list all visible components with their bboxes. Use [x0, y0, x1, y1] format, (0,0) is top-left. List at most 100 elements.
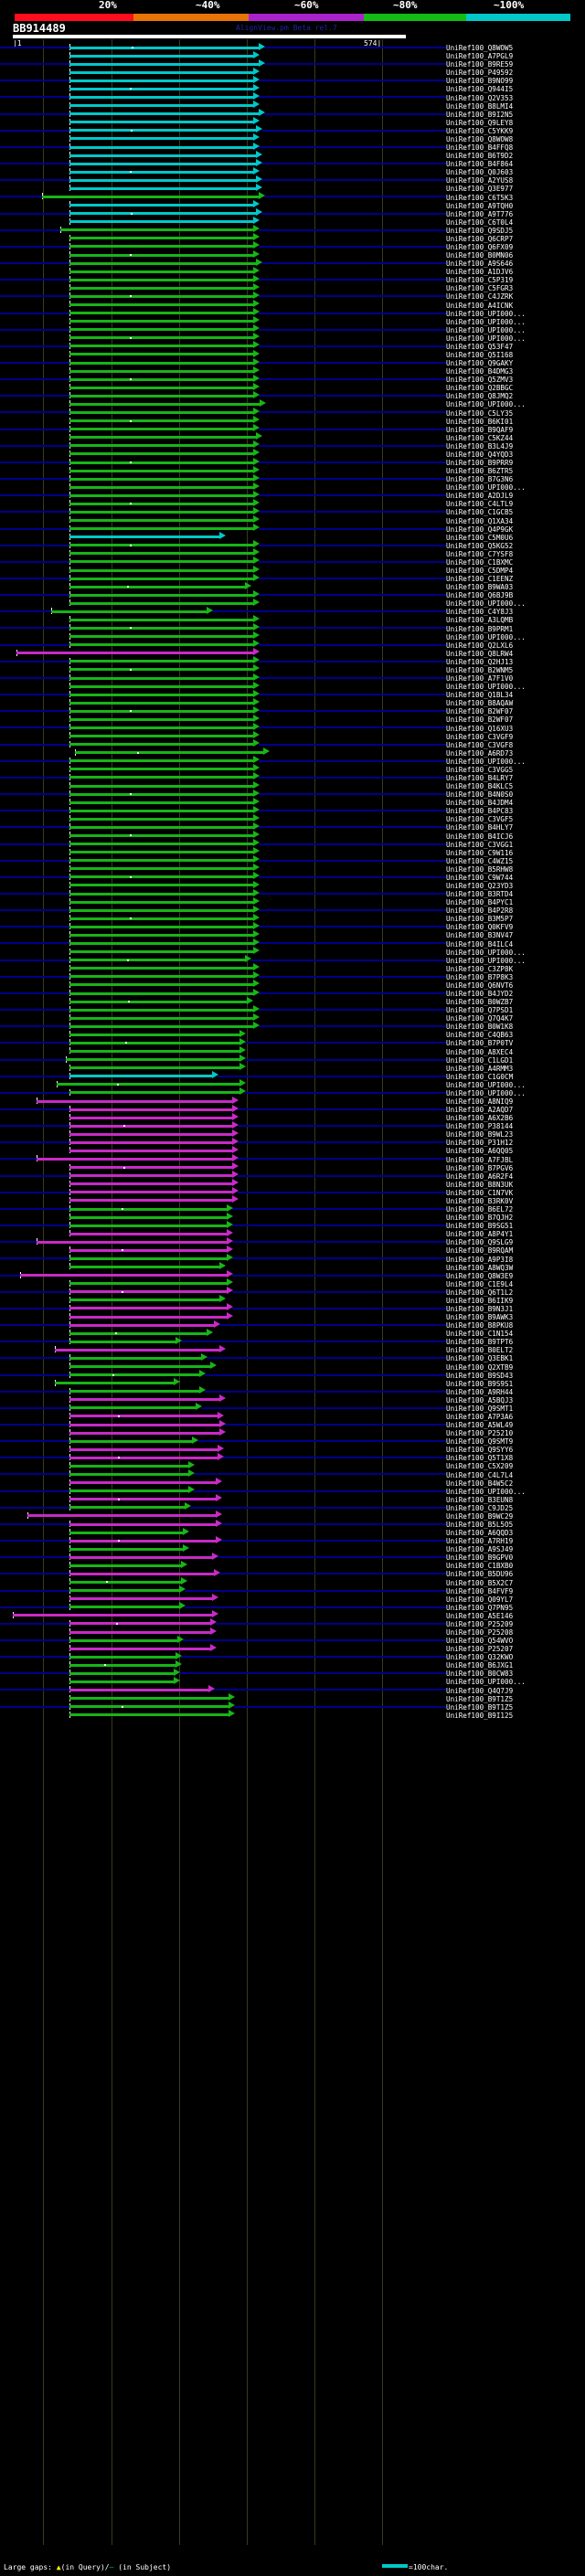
- hit-label[interactable]: UniRef100_Q2XTB9: [446, 1362, 514, 1372]
- hit-label[interactable]: UniRef100_UPI000...: [446, 1678, 526, 1687]
- hit-row[interactable]: UniRef100_Q4YQD3: [0, 449, 585, 459]
- hit-label[interactable]: UniRef100_A7F1V0: [446, 674, 514, 684]
- hit-label[interactable]: UniRef100_A9S646: [446, 260, 514, 269]
- hit-label[interactable]: UniRef100_B3RK0V: [446, 1196, 514, 1205]
- hsp-bar[interactable]: [69, 1232, 227, 1235]
- hit-row[interactable]: UniRef100_C9W744: [0, 872, 585, 882]
- hit-label[interactable]: UniRef100_B9I125: [446, 1711, 514, 1720]
- hsp-bar[interactable]: [69, 1406, 196, 1410]
- hsp-bar[interactable]: [69, 693, 253, 696]
- hsp-bar[interactable]: [27, 1514, 216, 1518]
- hsp-bar[interactable]: [51, 610, 207, 613]
- hsp-bar[interactable]: [69, 1655, 176, 1659]
- hit-row[interactable]: UniRef100_A2DJL9: [0, 490, 585, 500]
- hit-label[interactable]: UniRef100_B5DU96: [446, 1570, 514, 1579]
- hit-row[interactable]: UniRef100_B3EUN8: [0, 1494, 585, 1504]
- hsp-bar[interactable]: [69, 237, 253, 240]
- hit-label[interactable]: UniRef100_A8WQ3W: [446, 1263, 514, 1272]
- hit-row[interactable]: UniRef100_B5DU96: [0, 1568, 585, 1579]
- hsp-bar[interactable]: [69, 361, 253, 365]
- hit-row[interactable]: UniRef100_B3NV47: [0, 929, 585, 939]
- hit-row[interactable]: UniRef100_Q1XA34: [0, 515, 585, 525]
- hit-row[interactable]: UniRef100_Q23YD3: [0, 880, 585, 890]
- hit-label[interactable]: UniRef100_C4L7L4: [446, 1470, 514, 1479]
- hsp-bar[interactable]: [69, 1555, 212, 1559]
- hsp-bar[interactable]: [69, 278, 253, 281]
- hsp-bar[interactable]: [69, 851, 253, 854]
- hit-label[interactable]: UniRef100_B9NO99: [446, 77, 514, 86]
- hsp-bar[interactable]: [69, 1356, 201, 1360]
- hit-row[interactable]: UniRef100_B3RK0V: [0, 1195, 585, 1205]
- hsp-bar[interactable]: [75, 751, 263, 755]
- hit-label[interactable]: UniRef100_A9SJ49: [446, 1545, 514, 1554]
- hit-label[interactable]: UniRef100_Q9GAKY: [446, 359, 514, 368]
- hit-row[interactable]: UniRef100_B4ILC4: [0, 938, 585, 949]
- hit-label[interactable]: UniRef100_A6X2B6: [446, 1114, 514, 1123]
- hit-row[interactable]: UniRef100_Q2BBGC: [0, 382, 585, 392]
- hsp-bar[interactable]: [69, 1473, 188, 1477]
- hit-row[interactable]: UniRef100_B4FFQ8: [0, 142, 585, 153]
- hit-label[interactable]: UniRef100_UPI000...: [446, 334, 526, 343]
- hit-label[interactable]: UniRef100_B9TPT6: [446, 1338, 514, 1347]
- hsp-bar[interactable]: [69, 867, 253, 871]
- hit-row[interactable]: UniRef100_C4QB63: [0, 1029, 585, 1039]
- hit-label[interactable]: UniRef100_P49592: [446, 69, 514, 78]
- hit-label[interactable]: UniRef100_B4ILC4: [446, 939, 514, 949]
- hsp-bar[interactable]: [69, 1705, 229, 1709]
- hit-label[interactable]: UniRef100_A7FJBL: [446, 1155, 514, 1164]
- hit-row[interactable]: UniRef100_B3RTD4: [0, 888, 585, 898]
- hsp-bar[interactable]: [69, 345, 253, 348]
- hit-label[interactable]: UniRef100_A6QQD3: [446, 1529, 514, 1538]
- hit-label[interactable]: UniRef100_C5YKK9: [446, 126, 514, 135]
- hit-row[interactable]: UniRef100_B9I125: [0, 1710, 585, 1720]
- hit-row[interactable]: UniRef100_B6T9D2: [0, 150, 585, 160]
- hit-row[interactable]: UniRef100_C5X209: [0, 1460, 585, 1470]
- hit-label[interactable]: UniRef100_Q9SLG9: [446, 1238, 514, 1247]
- hit-label[interactable]: UniRef100_C9W116: [446, 848, 514, 857]
- hit-label[interactable]: UniRef100_P38144: [446, 1122, 514, 1131]
- hsp-bar[interactable]: [69, 1423, 219, 1426]
- hit-row[interactable]: UniRef100_B4LRY7: [0, 772, 585, 782]
- hit-label[interactable]: UniRef100_Q32KWO: [446, 1653, 514, 1662]
- hit-label[interactable]: UniRef100_B3EUN8: [446, 1495, 514, 1504]
- hit-row[interactable]: UniRef100_B4F864: [0, 158, 585, 169]
- hit-row[interactable]: UniRef100_UPI000...: [0, 1079, 585, 1089]
- hsp-bar[interactable]: [69, 908, 253, 912]
- hit-label[interactable]: UniRef100_B4FFQ8: [446, 143, 514, 153]
- hit-row[interactable]: UniRef100_B2WF07: [0, 705, 585, 716]
- hit-label[interactable]: UniRef100_A6R2F4: [446, 1171, 514, 1181]
- hit-row[interactable]: UniRef100_A8P4Y1: [0, 1228, 585, 1238]
- hit-label[interactable]: UniRef100_Q944I5: [446, 85, 514, 94]
- hsp-bar[interactable]: [69, 1531, 183, 1534]
- hit-label[interactable]: UniRef100_B4W5C2: [446, 1479, 514, 1488]
- hit-label[interactable]: UniRef100_C5KZ44: [446, 433, 514, 442]
- hsp-bar[interactable]: [69, 1622, 210, 1626]
- hit-row[interactable]: UniRef100_B4W5C2: [0, 1478, 585, 1488]
- hsp-bar[interactable]: [69, 1215, 227, 1219]
- hit-row[interactable]: UniRef100_Q8LRW4: [0, 648, 585, 658]
- hsp-bar[interactable]: [69, 975, 253, 979]
- hit-row[interactable]: UniRef100_Q2XTB9: [0, 1362, 585, 1372]
- hit-row[interactable]: UniRef100_P25208: [0, 1627, 585, 1637]
- hit-label[interactable]: UniRef100_B9S9S1: [446, 1379, 514, 1388]
- hit-row[interactable]: UniRef100_A9T776: [0, 208, 585, 218]
- hit-row[interactable]: UniRef100_Q8WOW8: [0, 133, 585, 143]
- hit-row[interactable]: UniRef100_B9GPV0: [0, 1552, 585, 1562]
- hsp-bar[interactable]: [69, 46, 259, 49]
- hsp-bar[interactable]: [69, 1124, 232, 1128]
- hit-row[interactable]: UniRef100_C3VGG1: [0, 839, 585, 849]
- hit-row[interactable]: UniRef100_Q5KG52: [0, 540, 585, 550]
- hit-label[interactable]: UniRef100_C4Y8J3: [446, 608, 514, 617]
- hsp-bar[interactable]: [69, 643, 253, 647]
- hit-row[interactable]: UniRef100_P25210: [0, 1427, 585, 1437]
- hit-row[interactable]: UniRef100_B9T1Z5: [0, 1693, 585, 1703]
- hsp-bar[interactable]: [69, 1547, 183, 1551]
- hit-row[interactable]: UniRef100_B7P0TV: [0, 1037, 585, 1047]
- hit-label[interactable]: UniRef100_Q7PN95: [446, 1603, 514, 1612]
- hit-label[interactable]: UniRef100_C1N154: [446, 1330, 514, 1339]
- hit-row[interactable]: UniRef100_Q9GAKY: [0, 357, 585, 368]
- hit-label[interactable]: UniRef100_B4F864: [446, 160, 514, 169]
- hit-label[interactable]: UniRef100_Q8WOW8: [446, 134, 514, 143]
- hit-label[interactable]: UniRef100_B4N0S0: [446, 790, 514, 800]
- hsp-bar[interactable]: [69, 129, 256, 133]
